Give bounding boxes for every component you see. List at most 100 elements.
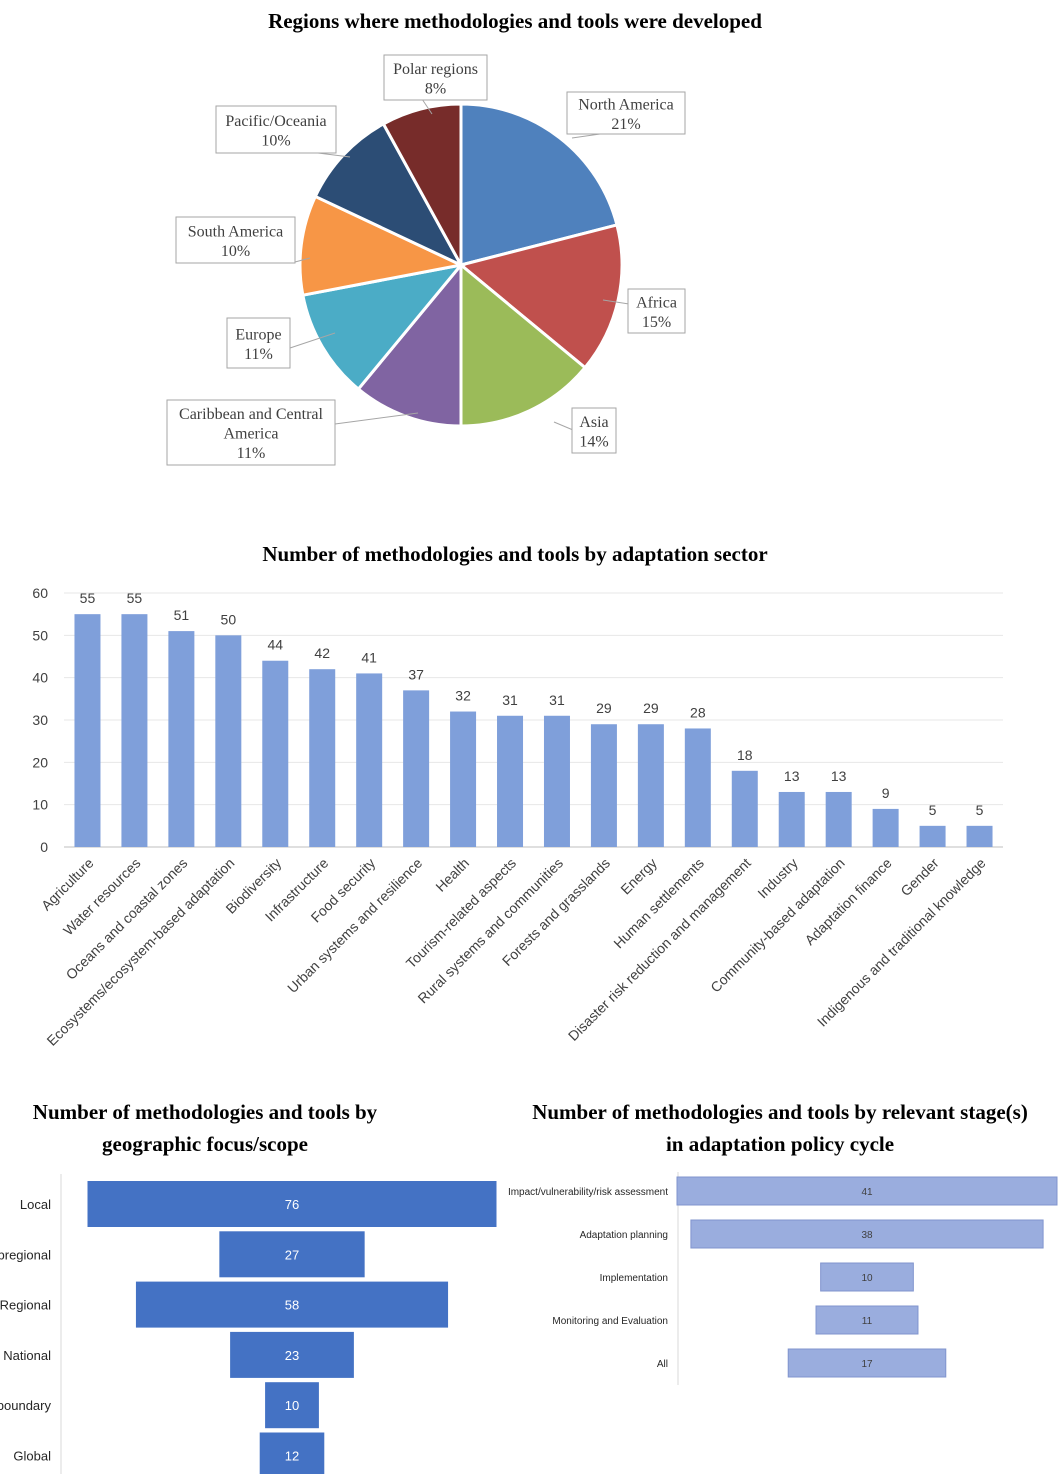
callout-box — [566, 91, 686, 135]
pie-chart-title: Regions where methodologies and tools we… — [268, 9, 762, 33]
bar-value-label: 37 — [408, 666, 424, 682]
bar-industry — [778, 791, 805, 847]
geo-bar-value: 10 — [285, 1398, 299, 1413]
bar-value-label: 44 — [267, 637, 283, 653]
bar-value-label: 31 — [549, 692, 565, 708]
geo-bar-value: 76 — [285, 1197, 299, 1212]
pie-slice-africa — [457, 223, 624, 370]
bar-value-label: 32 — [455, 688, 471, 704]
y-tick-label: 50 — [32, 627, 48, 643]
bar-value-label: 51 — [174, 607, 190, 623]
bar-value-label: 9 — [882, 785, 890, 801]
bar-water-resources — [121, 614, 148, 847]
bar-community-based-adaptation — [825, 791, 852, 847]
sector-chart-title: Number of methodologies and tools by ada… — [262, 542, 767, 566]
y-tick-label: 0 — [40, 839, 48, 855]
callout-leader — [334, 412, 419, 425]
policy-bar-value: 10 — [861, 1273, 873, 1284]
geo-category-label: Subregional — [0, 1247, 51, 1262]
policy-category-label: Impact/vulnerability/risk assessment — [508, 1187, 668, 1198]
x-tick-label: Human settlements — [610, 855, 707, 952]
x-tick-label: Indigenous and traditional knowledge — [814, 855, 989, 1030]
y-tick-label: 10 — [32, 797, 48, 813]
policy-bar-monitoring-and-evaluation — [815, 1305, 919, 1335]
pie-slice-north-america — [459, 102, 619, 267]
x-tick-label: Energy — [617, 855, 660, 898]
geo-bar-subregional — [219, 1231, 365, 1278]
pie-category-label: Africa — [636, 294, 677, 311]
policy-bar-value: 17 — [861, 1359, 873, 1370]
policy-bar-value: 11 — [862, 1316, 873, 1327]
bar-food-security — [356, 673, 383, 847]
bar-ecosystems-ecosystem-based-adaptation — [215, 635, 242, 847]
bar-biodiversity — [262, 660, 289, 847]
callout-leader — [289, 332, 336, 349]
pie-value-label: 11% — [237, 445, 266, 462]
bar-value-label: 31 — [502, 692, 518, 708]
geo-bar-global — [259, 1432, 325, 1474]
pie-category-label: Asia — [579, 414, 608, 431]
geo-category-label: Regional — [0, 1298, 51, 1313]
bar-value-label: 42 — [314, 645, 330, 661]
pie-slice-pacific-oceania — [313, 121, 465, 269]
bar-disaster-risk-reduction-and-management — [731, 770, 758, 847]
policy-category-label: Monitoring and Evaluation — [552, 1316, 668, 1327]
geo-chart-title-line2: geographic focus/scope — [102, 1132, 308, 1156]
geo-bar-value: 23 — [285, 1348, 299, 1363]
bar-human-settlements — [684, 728, 711, 847]
geographic-scope-chart: Number of methodologies and tools by geo… — [0, 1100, 497, 1474]
geo-bar-value: 12 — [285, 1449, 299, 1464]
callout-box — [226, 317, 291, 369]
bar-energy — [637, 724, 664, 847]
bar-tourism-related-aspects — [497, 715, 524, 847]
bar-urban-systems-and-resilience — [403, 690, 430, 847]
x-tick-label: Health — [432, 855, 472, 895]
bar-value-label: 13 — [784, 768, 800, 784]
bar-oceans-and-coastal-zones — [168, 631, 195, 847]
bar-health — [450, 711, 477, 847]
pie-category-label: America — [223, 426, 278, 443]
pie-chart: Regions where methodologies and tools we… — [166, 9, 762, 466]
policy-bar-value: 41 — [861, 1187, 873, 1198]
policy-cycle-chart: Number of methodologies and tools by rel… — [508, 1100, 1058, 1385]
pie-slice-south-america — [298, 194, 466, 297]
callout-box — [383, 54, 488, 101]
pie-category-label: South America — [188, 223, 284, 240]
pie-value-label: 14% — [579, 433, 608, 450]
geo-bar-transboundary — [265, 1382, 319, 1429]
y-tick-label: 20 — [32, 754, 48, 770]
policy-bar-all — [787, 1348, 947, 1378]
pie-category-label: Caribbean and Central — [179, 406, 324, 423]
geo-category-label: Global — [13, 1449, 51, 1464]
callout-box — [571, 407, 617, 454]
callout-box — [166, 399, 336, 466]
policy-chart-title-line2: in adaptation policy cycle — [666, 1132, 894, 1156]
pie-value-label: 10% — [261, 132, 290, 149]
bar-value-label: 29 — [643, 700, 659, 716]
policy-bar-adaptation-planning — [690, 1219, 1044, 1249]
bar-indigenous-and-traditional-knowledge — [966, 825, 993, 847]
pie-value-label: 21% — [611, 116, 640, 133]
bar-gender — [919, 825, 946, 847]
pie-category-label: Pacific/Oceania — [225, 113, 326, 130]
pie-value-label: 15% — [642, 314, 671, 331]
bar-value-label: 5 — [929, 802, 937, 818]
x-tick-label: Adaptation finance — [801, 855, 894, 948]
policy-chart-title-line1: Number of methodologies and tools by rel… — [532, 1100, 1028, 1124]
callout-leader — [553, 421, 574, 431]
pie-value-label: 10% — [221, 243, 250, 260]
bar-agriculture — [74, 614, 101, 847]
callout-box — [627, 288, 686, 334]
pie-value-label: 8% — [425, 80, 446, 97]
geo-bar-local — [87, 1181, 497, 1227]
geo-bar-national — [230, 1331, 354, 1378]
x-tick-label: Gender — [897, 855, 942, 900]
bar-value-label: 55 — [80, 590, 96, 606]
geo-category-label: National — [3, 1348, 51, 1363]
pie-slice-asia — [459, 261, 588, 428]
geo-category-label: Transboundary — [0, 1398, 51, 1413]
geo-bar-value: 58 — [285, 1298, 299, 1313]
bar-adaptation-finance — [872, 808, 899, 847]
bar-value-label: 18 — [737, 747, 753, 763]
pie-category-label: Polar regions — [393, 61, 478, 78]
